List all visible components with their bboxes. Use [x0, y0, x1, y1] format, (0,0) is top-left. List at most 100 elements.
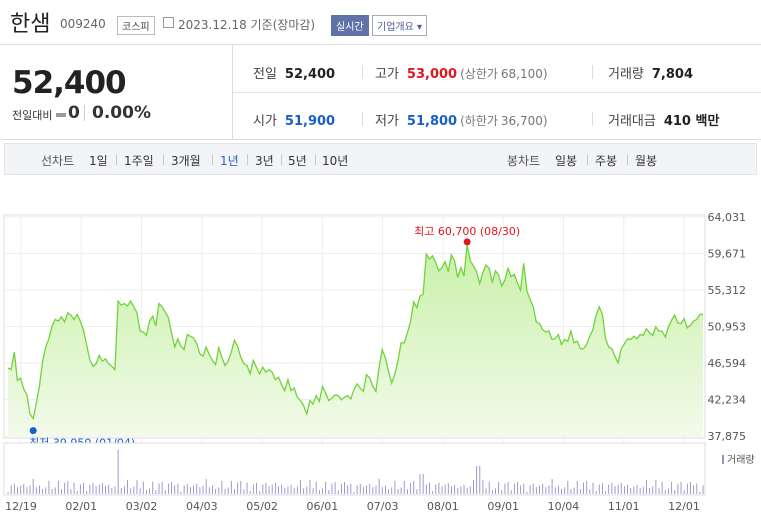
volume-bar	[381, 487, 383, 494]
y-tick-label: 59,671	[708, 248, 747, 261]
volume-bar	[510, 490, 512, 494]
divider	[362, 112, 363, 126]
tab-1w[interactable]: 1주일	[124, 154, 154, 168]
volume-bar	[29, 485, 31, 494]
volume-bar	[677, 483, 679, 494]
volume-bar	[193, 485, 195, 494]
volume-bar	[189, 487, 191, 494]
volume-bar	[95, 486, 97, 494]
y-tick-label: 46,594	[708, 357, 747, 370]
tab-3y[interactable]: 3년	[255, 154, 274, 168]
volume-bar	[142, 481, 144, 494]
corp-info-dropdown[interactable]: 기업개요 ▾	[372, 15, 427, 36]
volume-bar	[328, 490, 330, 494]
volume-bar	[117, 450, 119, 494]
volume-bar	[215, 489, 217, 494]
volume-bar	[668, 488, 669, 494]
x-tick-label: 02/01	[65, 500, 97, 513]
volume-bar	[73, 482, 75, 494]
volume-bar	[149, 488, 151, 494]
volume-bar	[331, 483, 333, 494]
volume-bar	[636, 484, 638, 494]
realtime-button[interactable]: 실시간	[331, 15, 369, 36]
divider	[627, 154, 628, 165]
volume-bar	[633, 486, 635, 494]
volume-bar	[451, 486, 452, 494]
volume-bar	[589, 489, 591, 494]
volume-bar	[391, 487, 393, 494]
tab-5y[interactable]: 5년	[288, 154, 307, 168]
volume-bar	[693, 485, 695, 494]
y-tick-label: 64,031	[708, 211, 747, 224]
tab-daily[interactable]: 일봉	[555, 154, 578, 168]
volume-bar	[127, 479, 129, 494]
volume-bar	[35, 487, 37, 494]
max-label: 최고 60,700 (08/30)	[414, 225, 520, 238]
low-value: 51,800	[406, 114, 458, 129]
volume-bar	[529, 485, 531, 494]
quote-date: 2023.12.18 기준(장마감)	[178, 18, 316, 32]
volume-bar	[473, 479, 474, 494]
price-chart[interactable]: 64,031 59,671 55,312 50,953 46,594 42,234 37,8…	[0, 200, 761, 528]
divider	[592, 65, 593, 79]
volume-bar	[322, 488, 323, 494]
volume-bar	[325, 481, 327, 494]
volume-bar	[523, 483, 525, 494]
change-value: 0	[68, 103, 80, 123]
volume-bar	[177, 483, 179, 494]
volume-bar	[460, 486, 462, 494]
volume-bar	[98, 484, 100, 494]
tab-10y[interactable]: 10년	[322, 154, 349, 168]
open-price: 시가 51,900	[253, 110, 335, 129]
volume-bar	[517, 482, 518, 494]
high-label: 고가	[375, 67, 399, 82]
volume-bar	[334, 481, 336, 494]
volume-bar	[274, 483, 276, 494]
tab-1d[interactable]: 1일	[89, 154, 108, 168]
volume-bar	[362, 487, 364, 494]
volume-bar	[573, 487, 575, 494]
volume-bar	[180, 492, 182, 494]
volume-bar	[614, 486, 616, 494]
volume-bar	[340, 483, 342, 494]
x-tick-label: 04/03	[186, 500, 218, 513]
volume-bar	[561, 489, 562, 494]
volume-bar	[601, 482, 603, 494]
volume-bar	[108, 484, 110, 494]
volume-bar	[32, 479, 34, 494]
volume-bar	[315, 481, 317, 494]
volume-bar	[196, 483, 198, 494]
volume-bar	[479, 466, 481, 494]
tab-weekly[interactable]: 주봉	[595, 154, 618, 168]
volume-bar	[218, 487, 220, 494]
volume-bar	[281, 484, 283, 494]
open-label: 시가	[253, 114, 277, 129]
volume-bar	[394, 480, 396, 494]
tab-1y[interactable]: 1년	[220, 154, 239, 168]
volume-bar	[133, 486, 135, 494]
volume-bar	[674, 490, 676, 494]
y-tick-label: 50,953	[708, 321, 747, 334]
volume-bar	[690, 482, 691, 494]
volume-bar	[158, 483, 160, 494]
volume-bar	[366, 485, 368, 494]
change-rate: 0.00%	[92, 103, 151, 123]
tab-monthly[interactable]: 월봉	[635, 154, 658, 168]
volume-bar	[419, 474, 421, 494]
volume-bar	[309, 480, 311, 494]
volume-bar	[256, 482, 257, 494]
volume-bar	[237, 482, 239, 494]
volume-bar	[262, 484, 264, 494]
y-tick-label: 42,234	[708, 394, 747, 407]
prev-close: 전일 52,400	[253, 63, 335, 82]
volume-bar	[576, 480, 578, 494]
volume-bar	[397, 489, 399, 494]
tab-3m[interactable]: 3개월	[171, 154, 201, 168]
divider	[281, 154, 282, 165]
volume-bar	[268, 486, 270, 494]
volume-bar	[139, 488, 141, 494]
volume-bar	[595, 491, 597, 494]
volume-bar	[482, 480, 484, 494]
volume-bar	[344, 482, 345, 494]
volume-bar	[542, 483, 544, 494]
